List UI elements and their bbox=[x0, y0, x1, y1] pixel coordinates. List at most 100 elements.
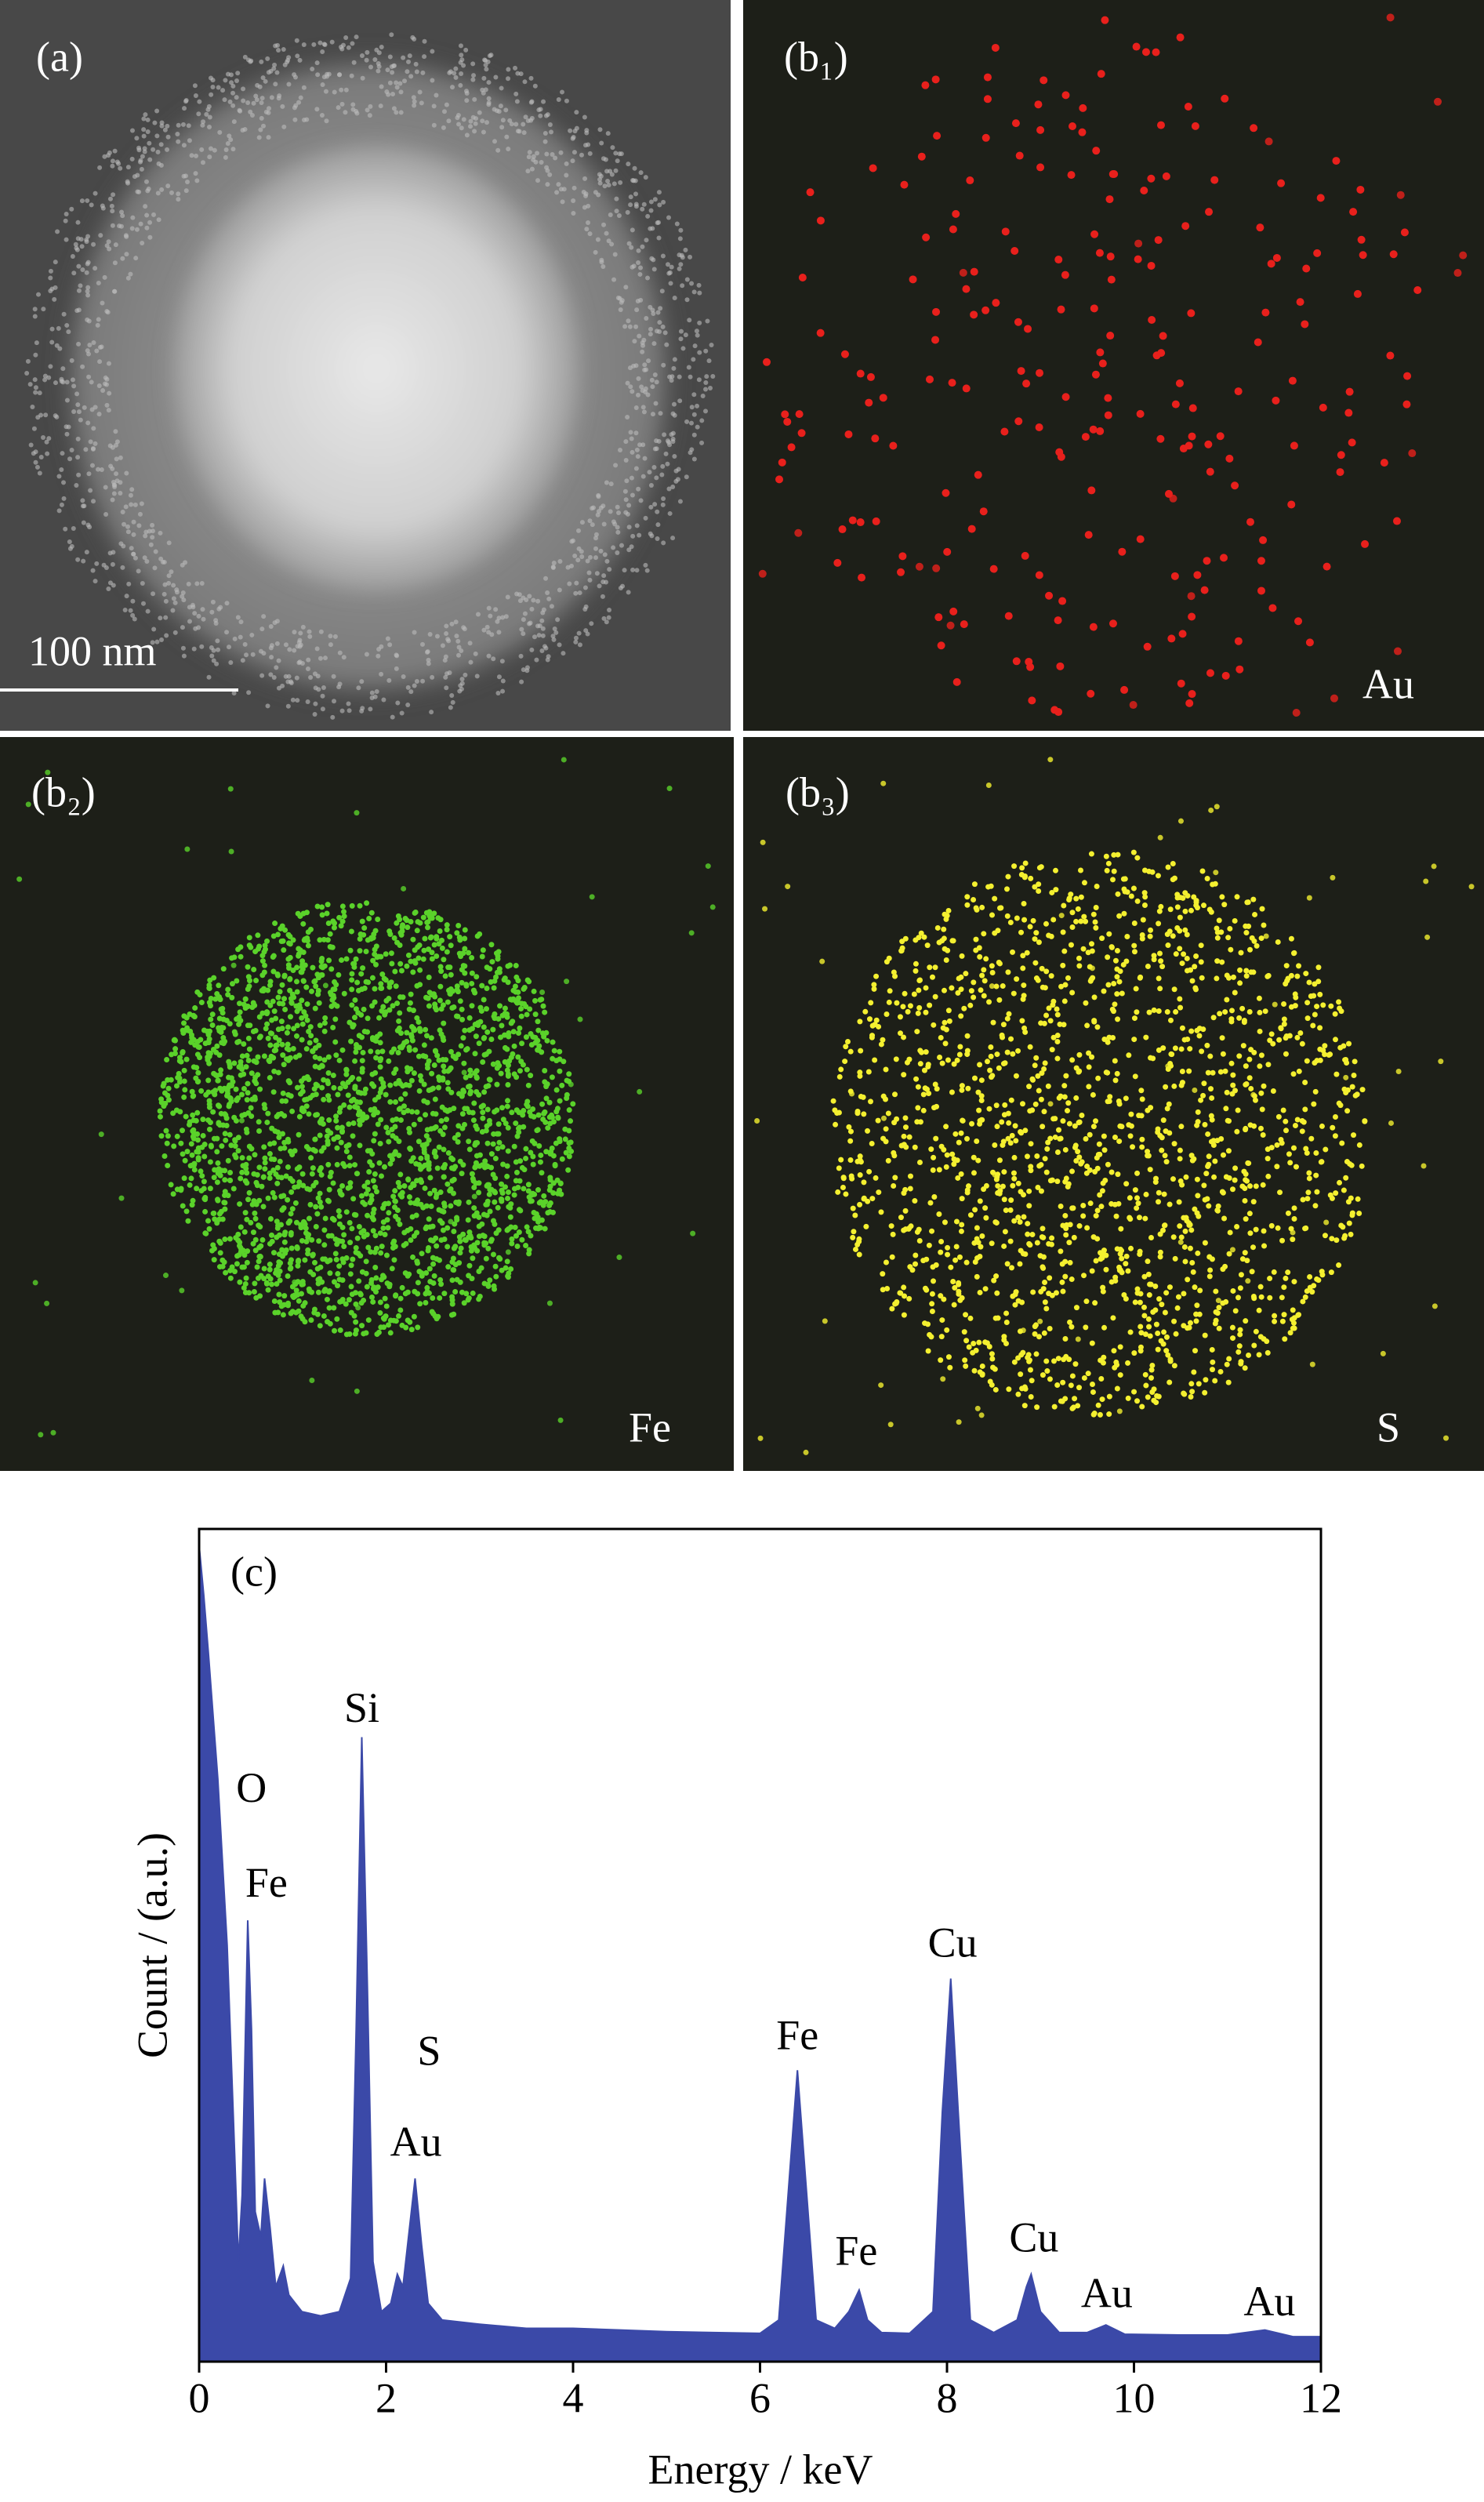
speckle bbox=[98, 233, 103, 238]
speckle bbox=[588, 554, 593, 560]
speckle bbox=[103, 485, 108, 490]
map-dot bbox=[1167, 634, 1176, 643]
map-dot bbox=[211, 1070, 217, 1077]
map-dot bbox=[256, 1014, 263, 1020]
map-dot bbox=[1042, 1060, 1048, 1066]
map-dot bbox=[248, 1219, 254, 1226]
map-dot bbox=[1028, 1394, 1034, 1400]
map-dot bbox=[280, 1312, 286, 1318]
map-dot bbox=[485, 1083, 492, 1089]
map-dot bbox=[1177, 996, 1183, 1002]
map-dot bbox=[1096, 348, 1105, 357]
map-dot bbox=[495, 956, 501, 962]
speckle bbox=[700, 394, 706, 399]
map-dot bbox=[1216, 917, 1222, 924]
map-dot bbox=[1032, 936, 1038, 942]
speckle bbox=[528, 620, 533, 626]
speckle bbox=[292, 74, 298, 80]
speckle bbox=[259, 626, 265, 632]
map-dot bbox=[295, 1262, 301, 1269]
map-dot bbox=[995, 1190, 1001, 1197]
map-dot bbox=[454, 930, 460, 936]
map-dot bbox=[307, 1024, 314, 1030]
map-dot bbox=[1073, 1095, 1079, 1101]
map-dot bbox=[1287, 500, 1296, 509]
map-dot bbox=[337, 1085, 343, 1091]
map-dot bbox=[931, 75, 940, 84]
speckle bbox=[507, 118, 513, 123]
speckle bbox=[176, 122, 181, 128]
map-dot bbox=[386, 1200, 392, 1207]
map-dot bbox=[222, 1177, 228, 1183]
speckle bbox=[158, 616, 163, 621]
map-dot bbox=[1188, 612, 1196, 621]
map-dot bbox=[510, 1019, 516, 1025]
map-dot bbox=[383, 1303, 390, 1309]
map-dot bbox=[465, 1217, 471, 1223]
map-dot bbox=[1287, 1160, 1294, 1166]
map-dot bbox=[1248, 1085, 1254, 1091]
map-dot bbox=[343, 956, 350, 962]
speckle bbox=[641, 337, 647, 343]
speckle bbox=[199, 580, 205, 586]
map-dot bbox=[534, 1128, 540, 1134]
map-dot bbox=[256, 1222, 262, 1229]
map-dot bbox=[479, 953, 485, 960]
speckle bbox=[636, 248, 641, 253]
speckle bbox=[136, 145, 142, 151]
map-dot bbox=[1036, 888, 1042, 895]
speckle bbox=[470, 61, 476, 67]
map-dot bbox=[263, 1026, 269, 1032]
map-dot bbox=[283, 1173, 289, 1179]
speckle bbox=[84, 550, 89, 555]
map-dot bbox=[321, 1096, 327, 1102]
map-dot bbox=[836, 1073, 843, 1080]
map-dot bbox=[1199, 975, 1205, 981]
speckle bbox=[683, 247, 688, 252]
map-dot bbox=[296, 953, 302, 959]
map-dot bbox=[514, 1244, 521, 1250]
map-dot bbox=[426, 1137, 432, 1143]
map-dot bbox=[518, 1013, 524, 1019]
map-dot bbox=[339, 1129, 345, 1135]
speckle bbox=[211, 658, 216, 663]
map-dot bbox=[353, 1212, 359, 1218]
map-dot bbox=[429, 1070, 435, 1077]
speckle bbox=[52, 296, 57, 302]
map-dot bbox=[564, 1095, 570, 1102]
map-dot bbox=[1004, 886, 1010, 892]
speckle bbox=[633, 191, 638, 197]
map-dot bbox=[1252, 1097, 1258, 1103]
map-dot bbox=[568, 1081, 574, 1088]
map-dot bbox=[1193, 571, 1202, 579]
map-dot bbox=[1024, 950, 1030, 956]
speckle bbox=[426, 661, 431, 666]
map-dot bbox=[311, 1309, 317, 1316]
map-dot bbox=[372, 1069, 379, 1076]
speckle bbox=[169, 569, 174, 575]
map-dot bbox=[1235, 1107, 1241, 1113]
map-dot bbox=[1261, 1243, 1268, 1249]
speckle bbox=[405, 703, 411, 708]
speckle bbox=[486, 102, 492, 107]
map-dot bbox=[1076, 1051, 1083, 1058]
map-dot bbox=[288, 1245, 295, 1251]
speckle bbox=[136, 523, 142, 528]
map-dot bbox=[294, 1022, 300, 1029]
map-dot bbox=[486, 1048, 492, 1055]
map-dot bbox=[1247, 1183, 1254, 1189]
speckle bbox=[56, 325, 61, 331]
map-dot bbox=[1271, 1269, 1277, 1275]
map-dot bbox=[1034, 100, 1043, 109]
map-dot bbox=[504, 1163, 510, 1169]
map-dot bbox=[1167, 1284, 1173, 1291]
map-dot bbox=[412, 1047, 419, 1053]
map-dot bbox=[516, 1129, 522, 1135]
map-dot bbox=[415, 1053, 422, 1059]
map-dot bbox=[426, 1266, 433, 1272]
speckle bbox=[32, 307, 38, 312]
map-dot bbox=[1356, 185, 1365, 194]
map-dot bbox=[1262, 1008, 1268, 1015]
map-dot bbox=[373, 1289, 379, 1295]
map-dot bbox=[321, 1057, 328, 1063]
